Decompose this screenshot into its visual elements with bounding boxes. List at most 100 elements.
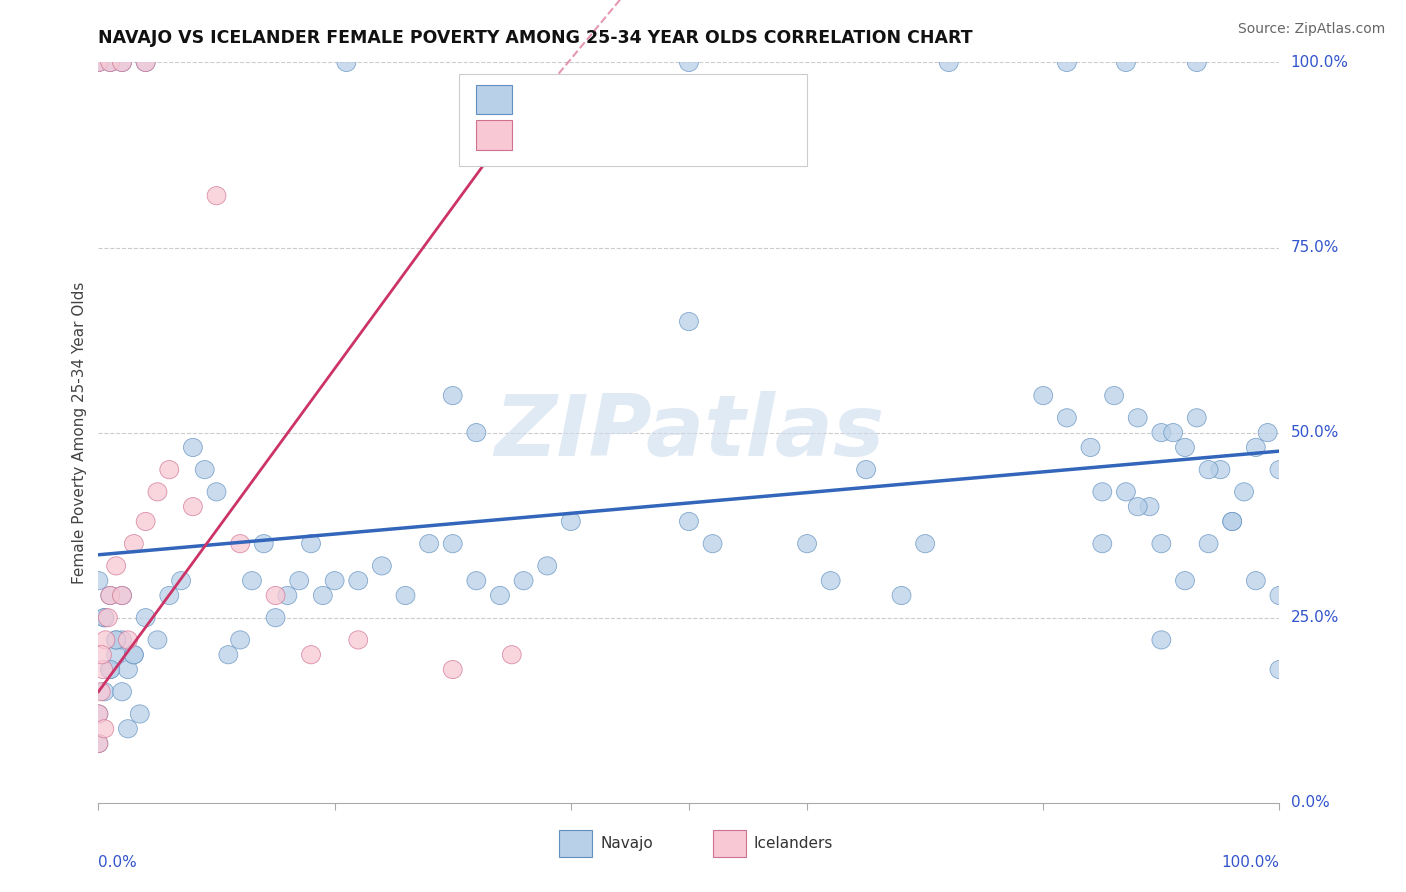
Text: 0.0%: 0.0%: [1291, 796, 1329, 810]
Ellipse shape: [94, 608, 114, 627]
Ellipse shape: [1187, 409, 1206, 427]
Ellipse shape: [325, 572, 344, 590]
Ellipse shape: [195, 460, 214, 479]
Ellipse shape: [118, 631, 138, 649]
Ellipse shape: [396, 586, 415, 605]
Ellipse shape: [1258, 424, 1277, 442]
Ellipse shape: [349, 631, 368, 649]
Ellipse shape: [96, 631, 115, 649]
Ellipse shape: [491, 586, 509, 605]
Ellipse shape: [89, 54, 108, 71]
Ellipse shape: [107, 631, 125, 649]
Ellipse shape: [231, 631, 250, 649]
Ellipse shape: [89, 734, 108, 753]
Ellipse shape: [1057, 54, 1077, 71]
Ellipse shape: [856, 460, 876, 479]
Ellipse shape: [349, 572, 368, 590]
Ellipse shape: [373, 557, 391, 575]
Ellipse shape: [118, 720, 138, 738]
Ellipse shape: [915, 534, 935, 553]
Ellipse shape: [124, 646, 143, 664]
Text: R = 0.427   N =  24: R = 0.427 N = 24: [523, 126, 730, 144]
Ellipse shape: [1246, 572, 1265, 590]
Ellipse shape: [1081, 438, 1099, 457]
Ellipse shape: [467, 424, 486, 442]
Ellipse shape: [679, 512, 699, 531]
Ellipse shape: [107, 557, 125, 575]
Ellipse shape: [124, 646, 143, 664]
Ellipse shape: [136, 54, 155, 71]
Ellipse shape: [101, 586, 120, 605]
Ellipse shape: [89, 705, 108, 723]
Ellipse shape: [537, 557, 557, 575]
Ellipse shape: [1199, 534, 1218, 553]
Ellipse shape: [301, 646, 321, 664]
Ellipse shape: [1152, 424, 1171, 442]
Ellipse shape: [183, 438, 202, 457]
Ellipse shape: [1152, 534, 1171, 553]
Ellipse shape: [290, 572, 309, 590]
Ellipse shape: [1140, 498, 1159, 516]
Text: Source: ZipAtlas.com: Source: ZipAtlas.com: [1237, 22, 1385, 37]
Text: R = 0.155   N = 102: R = 0.155 N = 102: [523, 90, 730, 109]
Ellipse shape: [112, 682, 132, 701]
Ellipse shape: [89, 572, 108, 590]
Ellipse shape: [467, 572, 486, 590]
Ellipse shape: [891, 586, 911, 605]
Ellipse shape: [94, 720, 114, 738]
Ellipse shape: [1033, 386, 1053, 405]
Ellipse shape: [136, 512, 155, 531]
Ellipse shape: [94, 682, 114, 701]
Ellipse shape: [207, 483, 226, 501]
Ellipse shape: [93, 646, 111, 664]
Ellipse shape: [183, 498, 202, 516]
Ellipse shape: [94, 608, 114, 627]
Ellipse shape: [1092, 483, 1112, 501]
Y-axis label: Female Poverty Among 25-34 Year Olds: Female Poverty Among 25-34 Year Olds: [72, 282, 87, 583]
Ellipse shape: [112, 54, 132, 71]
Ellipse shape: [1128, 409, 1147, 427]
Ellipse shape: [1175, 438, 1195, 457]
Text: 0.0%: 0.0%: [98, 855, 138, 870]
Ellipse shape: [1152, 631, 1171, 649]
Ellipse shape: [101, 54, 120, 71]
Text: NAVAJO VS ICELANDER FEMALE POVERTY AMONG 25-34 YEAR OLDS CORRELATION CHART: NAVAJO VS ICELANDER FEMALE POVERTY AMONG…: [98, 29, 973, 47]
Ellipse shape: [219, 646, 238, 664]
Ellipse shape: [266, 586, 285, 605]
Ellipse shape: [1270, 586, 1289, 605]
Ellipse shape: [136, 608, 155, 627]
Ellipse shape: [112, 54, 132, 71]
Text: Icelanders: Icelanders: [754, 836, 834, 851]
Text: Navajo: Navajo: [600, 836, 654, 851]
Ellipse shape: [502, 646, 522, 664]
Ellipse shape: [515, 572, 533, 590]
Ellipse shape: [1092, 534, 1112, 553]
FancyBboxPatch shape: [458, 73, 807, 166]
Ellipse shape: [703, 534, 723, 553]
Ellipse shape: [254, 534, 273, 553]
Ellipse shape: [131, 705, 149, 723]
Ellipse shape: [107, 631, 125, 649]
Ellipse shape: [160, 460, 179, 479]
Ellipse shape: [89, 734, 108, 753]
Ellipse shape: [1199, 460, 1218, 479]
Ellipse shape: [112, 586, 132, 605]
FancyBboxPatch shape: [560, 830, 592, 857]
Ellipse shape: [1116, 483, 1136, 501]
Ellipse shape: [679, 312, 699, 331]
Ellipse shape: [1246, 438, 1265, 457]
FancyBboxPatch shape: [713, 830, 745, 857]
Ellipse shape: [443, 534, 463, 553]
Ellipse shape: [337, 54, 356, 71]
Ellipse shape: [1223, 512, 1241, 531]
Ellipse shape: [101, 54, 120, 71]
Ellipse shape: [443, 660, 463, 679]
Text: 25.0%: 25.0%: [1291, 610, 1339, 625]
Ellipse shape: [1105, 386, 1123, 405]
Ellipse shape: [1234, 483, 1254, 501]
Ellipse shape: [160, 586, 179, 605]
Ellipse shape: [107, 646, 125, 664]
Ellipse shape: [1057, 409, 1077, 427]
Ellipse shape: [314, 586, 332, 605]
Ellipse shape: [148, 483, 167, 501]
